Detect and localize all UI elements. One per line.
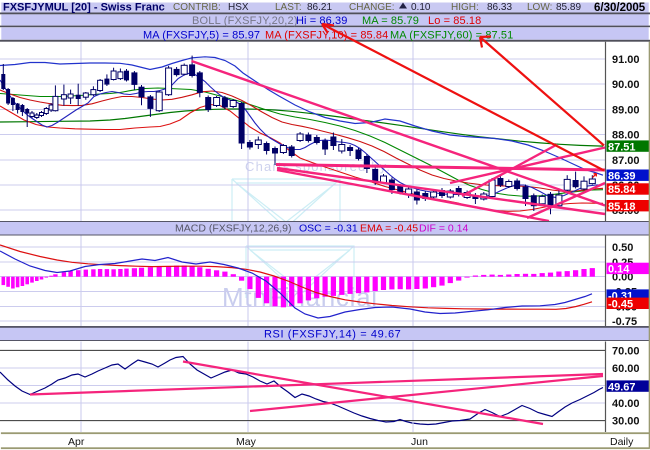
svg-text:0.14: 0.14 (608, 264, 630, 276)
svg-text:CHANGE:: CHANGE: (349, 2, 395, 13)
svg-text:MA (FXSFJY,10) = 85.84: MA (FXSFJY,10) = 85.84 (265, 29, 388, 41)
svg-text:LOW:: LOW: (527, 2, 552, 13)
svg-text:88.00: 88.00 (612, 130, 640, 142)
svg-text:FXSFJYMUL [20] - Swiss Franc: FXSFJYMUL [20] - Swiss Franc (3, 2, 165, 14)
svg-text:86.21: 86.21 (307, 2, 332, 13)
svg-text:MA (FXSFJY,60) = 87.51: MA (FXSFJY,60) = 87.51 (390, 29, 513, 41)
svg-text:87.51: 87.51 (608, 141, 636, 153)
svg-text:BOLL (FXSFJY,20,2): BOLL (FXSFJY,20,2) (192, 15, 298, 27)
svg-text:70.00: 70.00 (612, 345, 640, 357)
svg-text:MACD (FXSFJY,12,26,9): MACD (FXSFJY,12,26,9) (175, 223, 292, 235)
svg-text:0.00: 0.00 (612, 272, 633, 284)
svg-text:49.67: 49.67 (608, 381, 636, 393)
svg-text:CONTRIB:: CONTRIB: (173, 2, 221, 13)
svg-text:6/30/2005: 6/30/2005 (594, 2, 646, 14)
svg-text:86.33: 86.33 (487, 2, 512, 13)
svg-text:85.18: 85.18 (608, 201, 636, 213)
svg-text:MA (FXSFJY,5) = 85.97: MA (FXSFJY,5) = 85.97 (143, 29, 260, 41)
svg-text:Apr: Apr (68, 436, 85, 448)
svg-text:DIF = 0.14: DIF = 0.14 (419, 223, 468, 235)
svg-text:OSC = -0.31: OSC = -0.31 (299, 223, 358, 235)
svg-text:85.84: 85.84 (608, 184, 636, 196)
svg-text:0.50: 0.50 (612, 242, 633, 254)
svg-text:-0.45: -0.45 (608, 299, 633, 311)
svg-text:87.00: 87.00 (612, 155, 640, 167)
svg-text:86.39: 86.39 (608, 170, 636, 182)
svg-text:Daily: Daily (610, 436, 634, 448)
svg-text:-0.75: -0.75 (612, 316, 637, 328)
svg-text:91.00: 91.00 (612, 54, 640, 66)
svg-text:89.00: 89.00 (612, 104, 640, 116)
svg-text:85.89: 85.89 (556, 2, 581, 13)
svg-text:Hi = 86.39: Hi = 86.39 (296, 15, 347, 27)
svg-text:60.00: 60.00 (612, 363, 640, 375)
svg-text:Lo = 85.18: Lo = 85.18 (428, 15, 481, 27)
svg-text:HSX: HSX (228, 2, 249, 13)
svg-text:EMA = -0.45: EMA = -0.45 (360, 223, 418, 235)
svg-text:0.10: 0.10 (411, 2, 431, 13)
svg-text:40.00: 40.00 (612, 398, 640, 410)
svg-text:30.00: 30.00 (612, 416, 640, 428)
svg-text:90.00: 90.00 (612, 79, 640, 91)
svg-text:RSI (FXSFJY,14) = 49.67: RSI (FXSFJY,14) = 49.67 (264, 329, 401, 341)
svg-text:MA = 85.79: MA = 85.79 (362, 15, 419, 27)
svg-text:May: May (236, 436, 257, 448)
svg-text:Jun: Jun (411, 436, 428, 448)
svg-text:HIGH:: HIGH: (451, 2, 479, 13)
svg-text:LAST:: LAST: (275, 2, 302, 13)
